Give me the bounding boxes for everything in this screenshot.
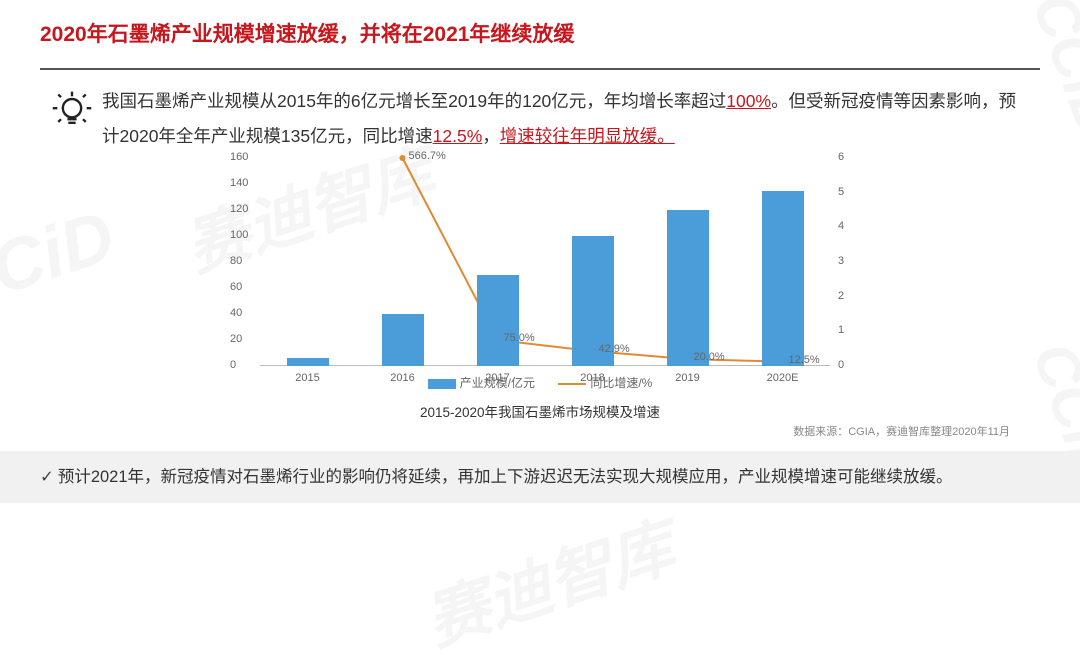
- checkmark-icon: ✓: [40, 468, 54, 486]
- y-right-tick: 5: [838, 186, 844, 198]
- line-value-label: 566.7%: [409, 150, 446, 162]
- y-right-tick: 1: [838, 324, 844, 336]
- bar: [667, 210, 709, 366]
- market-chart: 0204060801001201401600123456201520162017…: [210, 158, 870, 408]
- y-left-tick: 160: [230, 151, 248, 163]
- y-right-tick: 4: [838, 220, 844, 232]
- y-right-tick: 0: [838, 359, 844, 371]
- data-source: 数据来源：CGIA，赛迪智库整理2020年11月: [0, 423, 1080, 439]
- intro-text: 我国石墨烯产业规模从2015年的6亿元增长至2019年的120亿元，年均增长率超…: [102, 91, 726, 111]
- y-left-tick: 80: [230, 255, 242, 267]
- y-left-tick: 0: [230, 359, 236, 371]
- bar: [762, 191, 804, 367]
- legend-line-label: 同比增速/%: [590, 376, 652, 390]
- y-left-tick: 100: [230, 229, 248, 241]
- intro-highlight: 100%: [726, 91, 771, 111]
- line-value-label: 20.0%: [694, 351, 725, 363]
- watermark: 赛迪智库: [412, 497, 684, 663]
- legend-bar-swatch: [428, 379, 456, 389]
- intro-highlight: 增速较往年明显放缓。: [500, 126, 675, 146]
- y-left-tick: 20: [230, 333, 242, 345]
- y-left-tick: 140: [230, 177, 248, 189]
- y-left-tick: 60: [230, 281, 242, 293]
- footer-text: 预计2021年，新冠疫情对石墨烯行业的影响仍将延续，再加上下游迟迟无法实现大规模…: [58, 468, 953, 486]
- intro-text: ，: [482, 126, 500, 146]
- chart-caption: 2015-2020年我国石墨烯市场规模及增速: [0, 401, 1080, 421]
- y-right-tick: 2: [838, 290, 844, 302]
- lightbulb-icon: [50, 84, 98, 154]
- legend-line-swatch: [558, 383, 586, 385]
- line-value-label: 75.0%: [504, 332, 535, 344]
- y-right-tick: 3: [838, 255, 844, 267]
- bar: [382, 314, 424, 366]
- y-left-tick: 120: [230, 203, 248, 215]
- footer-note: ✓预计2021年，新冠疫情对石墨烯行业的影响仍将延续，再加上下游迟迟无法实现大规…: [0, 451, 1080, 503]
- intro-paragraph: 我国石墨烯产业规模从2015年的6亿元增长至2019年的120亿元，年均增长率超…: [98, 84, 1030, 154]
- line-value-label: 12.5%: [789, 354, 820, 366]
- y-right-tick: 6: [838, 151, 844, 163]
- growth-line: [260, 158, 830, 366]
- watermark: CCiD: [0, 195, 124, 327]
- legend-bar-label: 产业规模/亿元: [460, 376, 535, 390]
- bar: [477, 275, 519, 366]
- chart-legend: 产业规模/亿元 同比增速/%: [0, 374, 1080, 391]
- line-value-label: 42.9%: [599, 343, 630, 355]
- intro-highlight: 12.5%: [433, 126, 483, 146]
- bar: [287, 358, 329, 366]
- page-title: 2020年石墨烯产业规模增速放缓，并将在2021年继续放缓: [40, 18, 1040, 48]
- y-left-tick: 40: [230, 307, 242, 319]
